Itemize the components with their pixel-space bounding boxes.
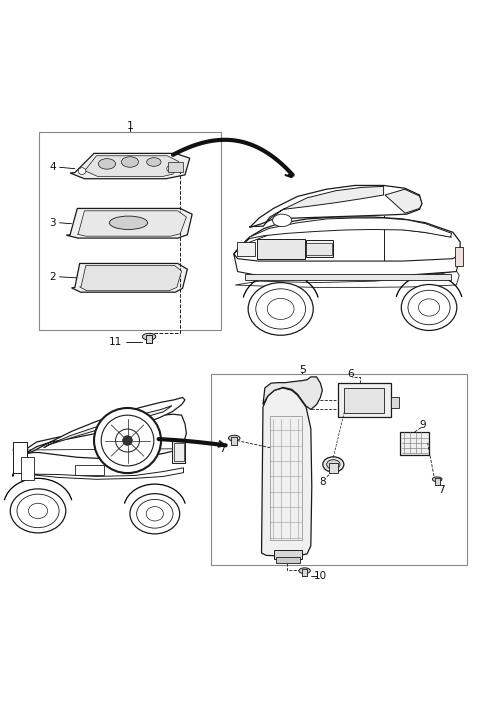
Bar <box>168 161 182 172</box>
Text: 6: 6 <box>347 368 353 379</box>
Ellipse shape <box>432 477 442 482</box>
Bar <box>21 458 34 480</box>
Bar <box>274 550 302 559</box>
Bar <box>172 440 185 463</box>
Text: 4: 4 <box>49 162 56 172</box>
Ellipse shape <box>146 507 163 521</box>
Bar <box>231 436 237 446</box>
Bar <box>306 241 333 257</box>
Bar <box>257 239 305 259</box>
Ellipse shape <box>299 568 311 574</box>
Text: 2: 2 <box>49 272 56 282</box>
Ellipse shape <box>10 489 66 533</box>
Ellipse shape <box>121 157 139 168</box>
Bar <box>400 432 429 455</box>
Text: 7: 7 <box>219 444 226 453</box>
Text: 9: 9 <box>420 420 426 429</box>
Polygon shape <box>84 156 179 176</box>
Polygon shape <box>66 208 192 238</box>
Text: 8: 8 <box>320 477 326 487</box>
Ellipse shape <box>109 216 148 230</box>
Ellipse shape <box>326 460 340 470</box>
Bar <box>75 465 104 475</box>
Bar <box>435 478 440 485</box>
Text: 1: 1 <box>126 121 133 131</box>
Ellipse shape <box>28 503 48 519</box>
Bar <box>306 243 332 255</box>
Text: 3: 3 <box>49 218 56 228</box>
Bar <box>302 569 308 577</box>
Bar <box>270 416 302 539</box>
Bar <box>456 246 463 266</box>
Ellipse shape <box>101 415 154 466</box>
Polygon shape <box>250 185 422 227</box>
Ellipse shape <box>94 408 161 473</box>
Polygon shape <box>72 263 187 292</box>
Ellipse shape <box>228 435 240 441</box>
Bar <box>237 242 255 256</box>
Polygon shape <box>234 218 452 253</box>
Ellipse shape <box>323 457 344 472</box>
Ellipse shape <box>143 333 156 340</box>
Ellipse shape <box>130 494 180 534</box>
Ellipse shape <box>401 284 457 330</box>
Polygon shape <box>70 153 190 179</box>
Text: 5: 5 <box>299 365 306 375</box>
Ellipse shape <box>116 429 140 452</box>
Ellipse shape <box>419 299 440 316</box>
Polygon shape <box>44 406 172 448</box>
Ellipse shape <box>273 214 292 227</box>
Bar <box>146 335 153 344</box>
Bar <box>391 396 399 408</box>
Text: 11: 11 <box>109 337 122 348</box>
Polygon shape <box>262 388 312 556</box>
Ellipse shape <box>17 494 59 528</box>
Ellipse shape <box>256 289 306 329</box>
Ellipse shape <box>98 158 116 169</box>
Bar <box>211 374 468 565</box>
Ellipse shape <box>123 436 132 446</box>
Bar <box>245 275 451 280</box>
Bar <box>338 383 391 417</box>
Ellipse shape <box>137 499 173 528</box>
Bar <box>276 557 300 562</box>
Bar <box>39 132 221 330</box>
Bar <box>344 388 384 413</box>
Ellipse shape <box>408 290 450 325</box>
Bar <box>328 463 338 472</box>
Ellipse shape <box>78 168 86 175</box>
Bar <box>174 443 183 461</box>
Text: 10: 10 <box>314 570 327 581</box>
Ellipse shape <box>248 282 313 335</box>
Polygon shape <box>234 217 460 278</box>
Polygon shape <box>263 187 384 227</box>
Polygon shape <box>25 468 183 479</box>
Polygon shape <box>235 270 459 287</box>
Polygon shape <box>80 265 181 291</box>
Polygon shape <box>385 189 422 213</box>
Ellipse shape <box>167 165 174 172</box>
Ellipse shape <box>147 158 161 166</box>
Text: 7: 7 <box>438 485 444 495</box>
Polygon shape <box>234 254 460 277</box>
Polygon shape <box>27 398 185 453</box>
Polygon shape <box>12 414 186 477</box>
Bar <box>12 441 27 472</box>
Polygon shape <box>77 210 186 236</box>
Ellipse shape <box>267 298 294 320</box>
Polygon shape <box>263 377 323 410</box>
